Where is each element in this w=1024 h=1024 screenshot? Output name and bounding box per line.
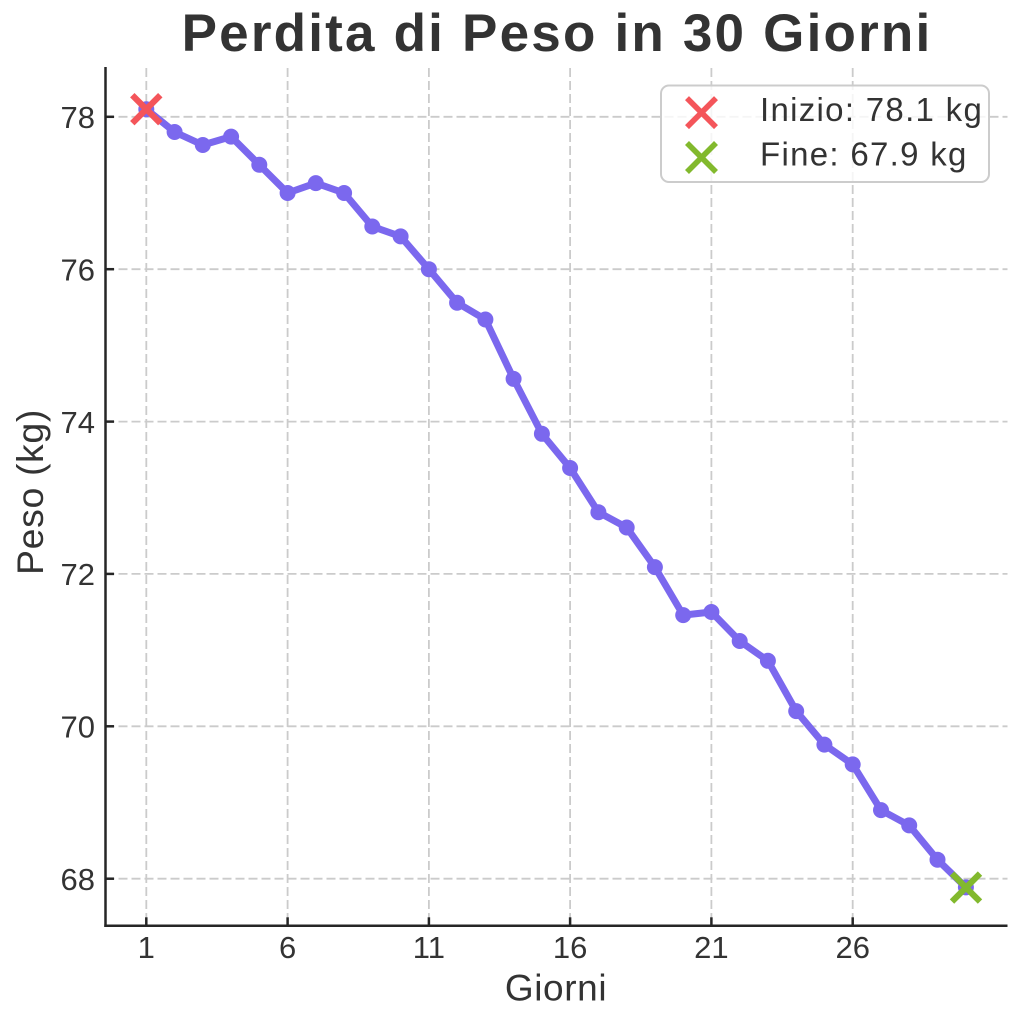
svg-text:Fine: 67.9 kg: Fine: 67.9 kg xyxy=(760,136,968,173)
svg-text:21: 21 xyxy=(694,930,728,965)
svg-text:78: 78 xyxy=(61,100,95,135)
svg-text:1: 1 xyxy=(138,930,155,965)
svg-text:Inizio: 78.1 kg: Inizio: 78.1 kg xyxy=(760,91,983,128)
svg-text:11: 11 xyxy=(413,930,445,965)
svg-text:Peso (kg): Peso (kg) xyxy=(9,409,51,575)
svg-text:70: 70 xyxy=(61,710,95,745)
svg-text:74: 74 xyxy=(61,405,95,440)
svg-text:Perdita di Peso in 30 Giorni: Perdita di Peso in 30 Giorni xyxy=(182,4,933,63)
svg-text:68: 68 xyxy=(61,862,95,897)
svg-text:72: 72 xyxy=(61,557,95,592)
svg-text:16: 16 xyxy=(553,930,587,965)
svg-text:76: 76 xyxy=(61,252,95,287)
svg-text:Giorni: Giorni xyxy=(505,968,607,1009)
svg-text:26: 26 xyxy=(835,930,869,965)
svg-text:6: 6 xyxy=(279,930,296,965)
